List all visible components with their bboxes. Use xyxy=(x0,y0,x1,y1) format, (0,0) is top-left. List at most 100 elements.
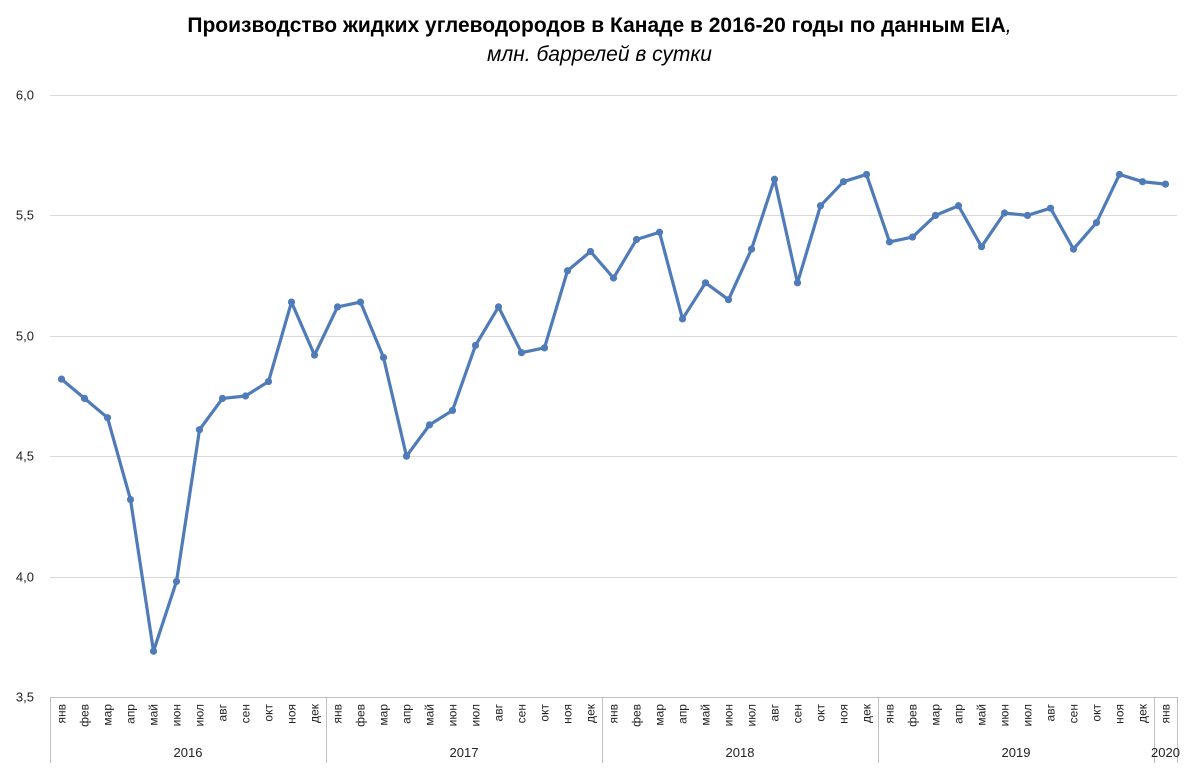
data-point xyxy=(793,279,802,287)
x-tick-label: янв xyxy=(55,704,69,724)
x-tick-label: апр xyxy=(124,704,138,724)
data-point xyxy=(540,344,549,352)
data-point xyxy=(655,228,664,236)
x-tick-label: июн xyxy=(722,704,736,726)
data-point xyxy=(172,577,181,586)
data-point xyxy=(80,394,89,403)
data-point xyxy=(149,647,158,655)
x-tick-label: окт xyxy=(262,704,276,722)
y-tick-label: 4,0 xyxy=(16,570,34,585)
data-point xyxy=(908,233,917,241)
data-point xyxy=(747,245,756,253)
data-point xyxy=(563,267,572,275)
data-point xyxy=(701,279,710,287)
x-tick-label: июл xyxy=(469,704,483,726)
x-tick-label: дек xyxy=(308,703,322,723)
series-line xyxy=(59,172,1168,653)
data-point xyxy=(356,298,365,306)
data-point xyxy=(402,452,411,460)
chart-title: Производство жидких углеводородов в Кана… xyxy=(0,12,1199,40)
data-point xyxy=(517,349,526,357)
data-point xyxy=(195,426,204,434)
x-tick-label: апр xyxy=(400,704,414,724)
chart-title-text: Производство жидких углеводородов в Кана… xyxy=(187,14,1006,37)
data-point xyxy=(471,341,480,350)
x-tick-label: мар xyxy=(653,704,667,726)
x-tick-label: фев xyxy=(630,704,644,727)
data-point xyxy=(218,394,227,403)
y-tick-label: 6,0 xyxy=(16,88,34,103)
y-tick-label: 5,5 xyxy=(16,208,34,223)
data-point xyxy=(57,375,66,383)
x-tick-label: апр xyxy=(676,704,690,724)
x-tick-label: дек xyxy=(860,703,874,723)
data-point xyxy=(931,211,940,219)
x-tick-label: янв xyxy=(331,704,345,724)
data-point xyxy=(448,406,457,415)
y-tick-label: 5,0 xyxy=(16,329,34,344)
x-tick-label: янв xyxy=(1159,704,1173,724)
data-point xyxy=(379,353,388,362)
x-tick-label: янв xyxy=(607,704,621,724)
chart-title-block: Производство жидких углеводородов в Кана… xyxy=(0,12,1199,70)
y-tick-label: 3,5 xyxy=(16,690,34,705)
x-tick-label: май xyxy=(147,704,161,726)
data-point xyxy=(241,392,250,400)
data-point xyxy=(632,235,641,244)
data-point xyxy=(264,377,273,386)
data-point xyxy=(126,495,135,504)
data-point xyxy=(1138,178,1147,186)
data-point xyxy=(425,421,434,429)
data-point xyxy=(885,238,894,246)
data-point xyxy=(1161,180,1170,188)
x-tick-label: сен xyxy=(515,704,529,723)
data-point xyxy=(287,298,296,306)
data-point xyxy=(1115,170,1124,179)
data-point xyxy=(816,202,825,210)
data-point xyxy=(770,175,779,183)
x-tick-label: авг xyxy=(216,703,230,721)
data-point xyxy=(103,414,112,422)
x-tick-label: янв xyxy=(883,704,897,724)
y-tick-label: 4,5 xyxy=(16,449,34,464)
gridlines xyxy=(50,95,1177,698)
x-tick-label: июн xyxy=(998,704,1012,726)
x-tick-label: мар xyxy=(101,704,115,726)
data-point xyxy=(310,351,319,359)
x-year-label: 2020 xyxy=(1151,745,1180,760)
x-year-label: 2018 xyxy=(726,745,755,760)
x-tick-label: сен xyxy=(239,704,253,723)
data-point xyxy=(1023,211,1032,219)
x-tick-label: ноя xyxy=(1113,704,1127,724)
x-tick-label: фев xyxy=(906,704,920,727)
x-tick-label: фев xyxy=(78,704,92,727)
data-point xyxy=(977,243,986,251)
data-point xyxy=(586,247,595,256)
x-axis: янв фев мар апр май июн июл авг сен окт ноя дек янв ф… xyxy=(50,697,1180,763)
x-tick-label: окт xyxy=(538,704,552,722)
x-tick-label: май xyxy=(699,704,713,726)
x-tick-label: мар xyxy=(377,704,391,726)
chart-title-suffix: , xyxy=(1005,14,1012,37)
data-point xyxy=(678,315,687,323)
x-tick-label: фев xyxy=(354,704,368,727)
x-tick-label: дек xyxy=(584,703,598,723)
data-point xyxy=(494,303,503,311)
x-tick-label: дек xyxy=(1136,703,1150,723)
x-tick-label: ноя xyxy=(285,704,299,724)
x-tick-label: сен xyxy=(791,704,805,723)
x-tick-label: июл xyxy=(1021,704,1035,726)
series-production xyxy=(57,170,1170,655)
chart-subtitle: млн. баррелей в сутки xyxy=(487,43,712,66)
y-axis: 3,5 4,0 4,5 5,0 5,5 6,0 xyxy=(16,88,34,705)
data-point xyxy=(862,170,871,179)
data-point xyxy=(609,274,618,282)
x-tick-label: окт xyxy=(1090,704,1104,722)
x-year-label: 2019 xyxy=(1002,745,1031,760)
x-year-label: 2016 xyxy=(174,745,203,760)
data-point xyxy=(724,296,733,304)
data-point xyxy=(954,202,963,210)
x-tick-label: ноя xyxy=(837,704,851,724)
data-point xyxy=(1000,209,1009,217)
